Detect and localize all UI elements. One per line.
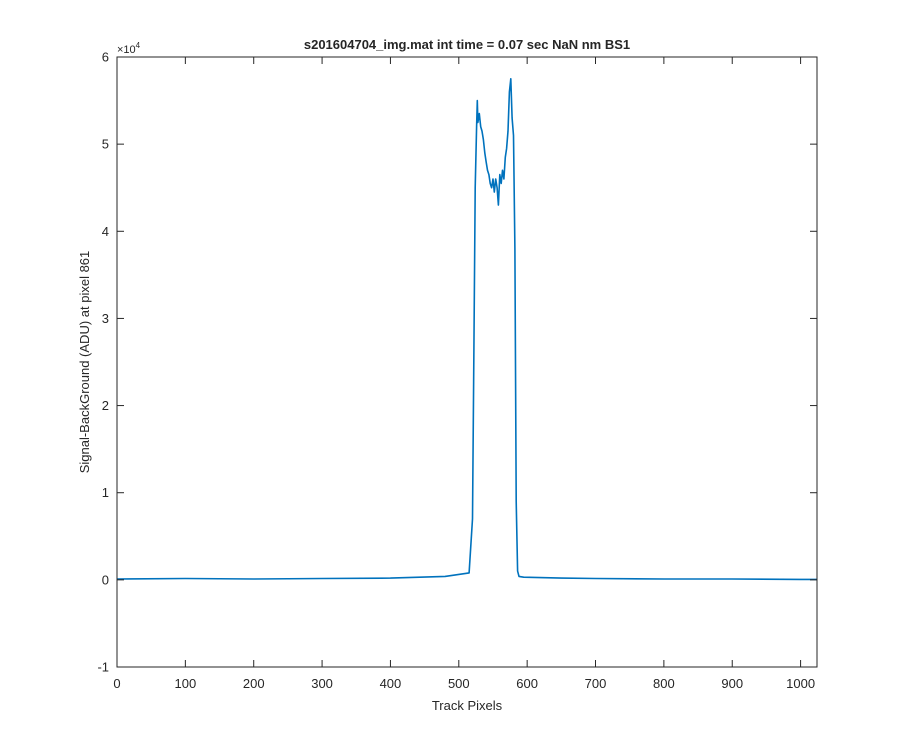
x-tick-label: 900 [721,676,743,691]
y-tick-label: 3 [102,311,109,326]
x-tick-label: 400 [380,676,402,691]
y-tick-label: 2 [102,398,109,413]
x-tick-label: 1000 [786,676,815,691]
y-axis-label: Signal-BackGround (ADU) at pixel 861 [77,251,92,474]
chart-title: s201604704_img.mat int time = 0.07 sec N… [304,37,630,52]
y-tick-label: -1 [97,660,109,675]
plot-area [117,57,817,667]
y-tick-label: 5 [102,137,109,152]
x-axis-label: Track Pixels [432,698,503,713]
x-tick-label: 300 [311,676,333,691]
y-tick-label: 1 [102,485,109,500]
axes-box [116,56,818,668]
y-tick-label: 4 [102,224,109,239]
x-tick-label: 100 [175,676,197,691]
y-tick-label: 0 [102,572,109,587]
y-exponent-label: ×104 [117,41,141,56]
y-exponent-base: ×10 [117,44,136,56]
series-line-1 [116,78,817,581]
x-tick-label: 700 [585,676,607,691]
x-tick-label: 0 [113,676,120,691]
x-tick-label: 500 [448,676,470,691]
x-tick-label: 200 [243,676,265,691]
x-tick-label: 600 [516,676,538,691]
x-tick-label: 800 [653,676,675,691]
data-layer [116,78,817,581]
axes-layer: 0 100 200 300 400 500 600 700 800 900 1000 -1 0 1 2 3 4 5… [97,50,818,691]
y-exponent-power: 4 [136,41,141,50]
y-tick-label: 6 [102,50,109,65]
